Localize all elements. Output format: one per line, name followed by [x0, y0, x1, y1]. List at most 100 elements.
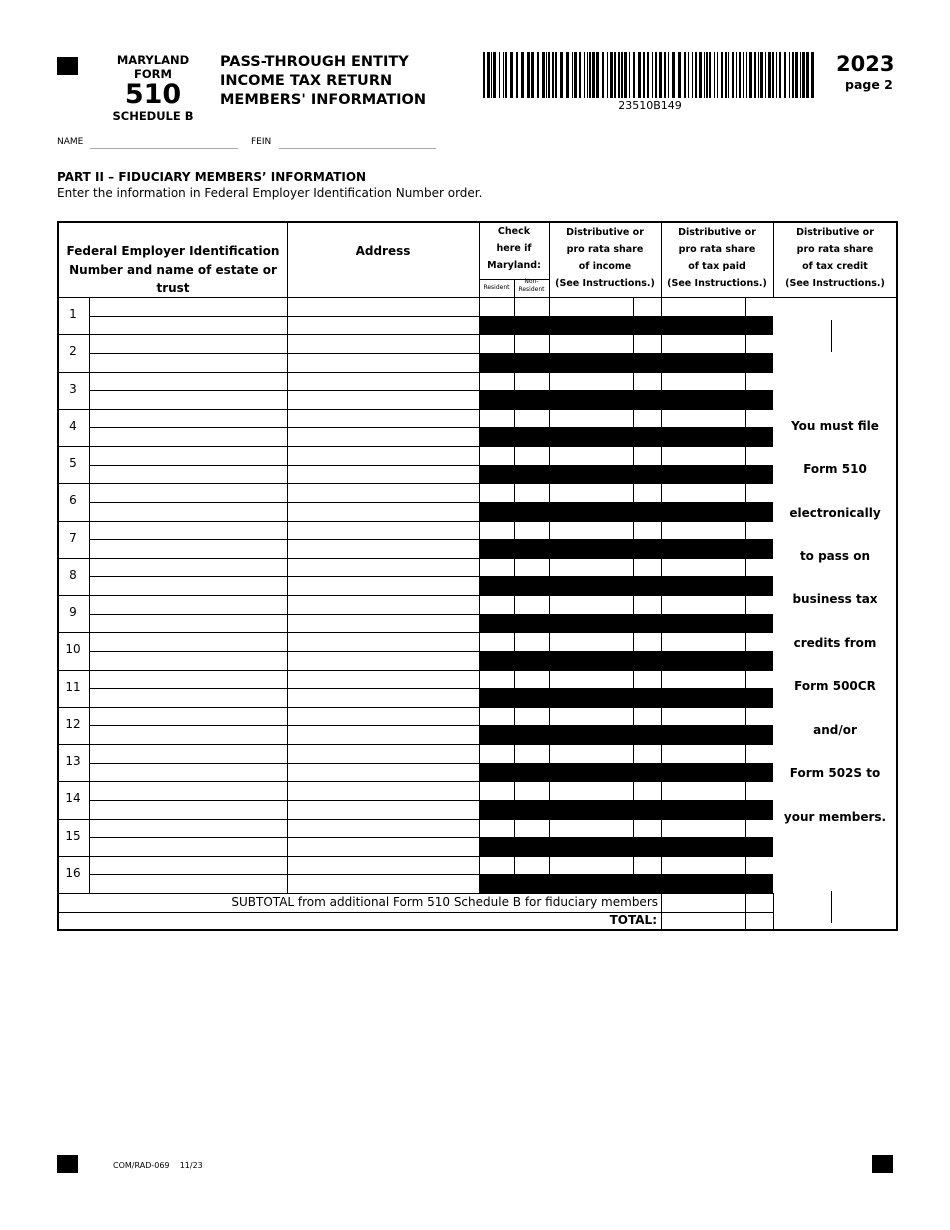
taxpaid-cents-input[interactable]: [746, 558, 773, 577]
address-input-line2[interactable]: [288, 427, 479, 446]
taxpaid-dollars-input[interactable]: [662, 670, 745, 689]
address-input-line2[interactable]: [288, 465, 479, 484]
estate-name-input[interactable]: [90, 502, 287, 521]
estate-name-input[interactable]: [90, 725, 287, 744]
resident-checkbox[interactable]: [480, 446, 514, 465]
nonresident-checkbox[interactable]: [515, 595, 549, 614]
income-dollars-input[interactable]: [550, 670, 633, 689]
resident-checkbox[interactable]: [480, 856, 514, 875]
nonresident-checkbox[interactable]: [515, 409, 549, 428]
income-dollars-input[interactable]: [550, 483, 633, 502]
fein-input[interactable]: [90, 781, 287, 800]
address-input-line1[interactable]: [288, 334, 479, 353]
address-input-line1[interactable]: [288, 856, 479, 875]
income-cents-input[interactable]: [634, 707, 661, 726]
income-dollars-input[interactable]: [550, 595, 633, 614]
fein-input[interactable]: [90, 446, 287, 465]
resident-checkbox[interactable]: [480, 483, 514, 502]
income-cents-input[interactable]: [634, 521, 661, 540]
taxpaid-dollars-input[interactable]: [662, 856, 745, 875]
taxpaid-cents-input[interactable]: [746, 595, 773, 614]
nonresident-checkbox[interactable]: [515, 856, 549, 875]
taxpaid-dollars-input[interactable]: [662, 744, 745, 763]
estate-name-input[interactable]: [90, 353, 287, 372]
income-cents-input[interactable]: [634, 670, 661, 689]
estate-name-input[interactable]: [90, 576, 287, 595]
income-dollars-input[interactable]: [550, 632, 633, 651]
taxpaid-cents-input[interactable]: [746, 409, 773, 428]
resident-checkbox[interactable]: [480, 558, 514, 577]
address-input-line1[interactable]: [288, 446, 479, 465]
income-dollars-input[interactable]: [550, 521, 633, 540]
resident-checkbox[interactable]: [480, 670, 514, 689]
income-dollars-input[interactable]: [550, 446, 633, 465]
fein-input[interactable]: [90, 521, 287, 540]
estate-name-input[interactable]: [90, 651, 287, 670]
taxpaid-dollars-input[interactable]: [662, 297, 745, 316]
nonresident-checkbox[interactable]: [515, 297, 549, 316]
estate-name-input[interactable]: [90, 390, 287, 409]
income-dollars-input[interactable]: [550, 707, 633, 726]
nonresident-checkbox[interactable]: [515, 632, 549, 651]
address-input-line2[interactable]: [288, 874, 479, 893]
taxpaid-cents-input[interactable]: [746, 521, 773, 540]
address-input-line1[interactable]: [288, 372, 479, 391]
address-input-line1[interactable]: [288, 409, 479, 428]
fein-input[interactable]: [90, 409, 287, 428]
nonresident-checkbox[interactable]: [515, 781, 549, 800]
nonresident-checkbox[interactable]: [515, 334, 549, 353]
address-input-line1[interactable]: [288, 521, 479, 540]
fein-input[interactable]: [90, 334, 287, 353]
address-input-line1[interactable]: [288, 297, 479, 316]
income-cents-input[interactable]: [634, 595, 661, 614]
nonresident-checkbox[interactable]: [515, 819, 549, 838]
income-cents-input[interactable]: [634, 856, 661, 875]
income-cents-input[interactable]: [634, 632, 661, 651]
taxpaid-cents-input[interactable]: [746, 744, 773, 763]
income-cents-input[interactable]: [634, 781, 661, 800]
nonresident-checkbox[interactable]: [515, 707, 549, 726]
resident-checkbox[interactable]: [480, 819, 514, 838]
income-dollars-input[interactable]: [550, 819, 633, 838]
income-dollars-input[interactable]: [550, 409, 633, 428]
address-input-line2[interactable]: [288, 390, 479, 409]
address-input-line2[interactable]: [288, 502, 479, 521]
income-dollars-input[interactable]: [550, 781, 633, 800]
estate-name-input[interactable]: [90, 800, 287, 819]
estate-name-input[interactable]: [90, 688, 287, 707]
fein-input[interactable]: [90, 670, 287, 689]
fein-input[interactable]: [90, 372, 287, 391]
address-input-line2[interactable]: [288, 316, 479, 335]
estate-name-input[interactable]: [90, 614, 287, 633]
taxpaid-cents-input[interactable]: [746, 632, 773, 651]
address-input-line2[interactable]: [288, 688, 479, 707]
resident-checkbox[interactable]: [480, 521, 514, 540]
taxpaid-dollars-input[interactable]: [662, 334, 745, 353]
estate-name-input[interactable]: [90, 465, 287, 484]
estate-name-input[interactable]: [90, 837, 287, 856]
address-input-line2[interactable]: [288, 576, 479, 595]
taxpaid-dollars-input[interactable]: [662, 446, 745, 465]
subtotal-income-dollars-input[interactable]: [662, 893, 745, 911]
taxpaid-dollars-input[interactable]: [662, 521, 745, 540]
taxpaid-cents-input[interactable]: [746, 670, 773, 689]
fein-input[interactable]: [90, 632, 287, 651]
taxpaid-dollars-input[interactable]: [662, 781, 745, 800]
address-input-line1[interactable]: [288, 744, 479, 763]
income-cents-input[interactable]: [634, 334, 661, 353]
resident-checkbox[interactable]: [480, 781, 514, 800]
address-input-line2[interactable]: [288, 725, 479, 744]
fein-input[interactable]: [90, 819, 287, 838]
address-input-line1[interactable]: [288, 819, 479, 838]
fein-input[interactable]: [90, 856, 287, 875]
nonresident-checkbox[interactable]: [515, 446, 549, 465]
address-input-line1[interactable]: [288, 707, 479, 726]
fein-field[interactable]: [279, 137, 436, 149]
income-cents-input[interactable]: [634, 483, 661, 502]
income-dollars-input[interactable]: [550, 558, 633, 577]
taxpaid-cents-input[interactable]: [746, 819, 773, 838]
total-income-cents-input[interactable]: [746, 912, 773, 930]
resident-checkbox[interactable]: [480, 409, 514, 428]
fein-input[interactable]: [90, 707, 287, 726]
income-cents-input[interactable]: [634, 819, 661, 838]
